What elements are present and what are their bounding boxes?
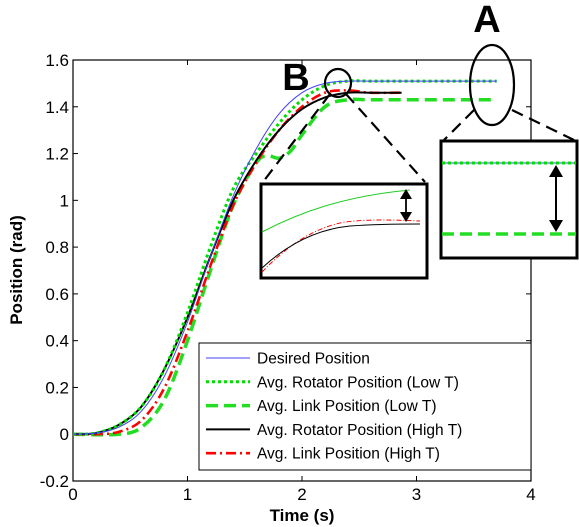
- callout-ellipse-a: [468, 43, 516, 127]
- x-tick-label: 1: [183, 485, 192, 504]
- inset-b-arrow-down: [400, 212, 412, 222]
- leader-b-right: [345, 93, 426, 183]
- inset-a-arrow-down: [549, 220, 563, 232]
- legend-label-1: Avg. Rotator Position (Low T): [257, 374, 459, 391]
- inset-b-arrow-up: [400, 189, 412, 199]
- inset-b-red-curve: [261, 219, 421, 273]
- inset-a: [439, 139, 579, 260]
- y-tick-label: 1: [60, 191, 69, 210]
- callout-label-b: B: [282, 57, 309, 99]
- x-axis-ticks: 0 1 2 3 4: [68, 60, 536, 504]
- inset-a-frame: [439, 139, 579, 260]
- inset-b-black-curve: [261, 223, 421, 269]
- x-axis-title: Time (s): [270, 506, 335, 525]
- y-tick-label: -0.2: [40, 472, 69, 491]
- callout-ellipse-b: [323, 67, 353, 99]
- series-group: [73, 79, 497, 437]
- legend-label-3: Avg. Rotator Position (High T): [257, 422, 462, 439]
- inset-b-green-curve: [261, 189, 411, 233]
- x-tick-label: 3: [412, 485, 421, 504]
- x-tick-label: 4: [526, 485, 535, 504]
- y-tick-label: 0: [60, 425, 69, 444]
- inset-b-frame: [259, 182, 429, 280]
- legend-box: [198, 342, 532, 471]
- series-line-0: [73, 80, 497, 435]
- y-tick-label: 1.2: [45, 145, 69, 164]
- series-line-2: [73, 97, 497, 437]
- y-tick-label: 0.2: [45, 378, 69, 397]
- legend: Desired Position Avg. Rotator Position (L…: [198, 342, 532, 471]
- x-tick-label: 0: [68, 485, 77, 504]
- y-tick-label: 1.4: [45, 98, 69, 117]
- legend-label-4: Avg. Link Position (High T): [257, 446, 440, 463]
- inset-a-arrow-up: [549, 165, 563, 177]
- y-tick-label: 1.6: [45, 51, 69, 70]
- inset-b: [259, 182, 429, 280]
- y-axis-ticks: -0.2 0 0.2 0.4 0.6 0.8 1 1.2 1.4 1.6: [40, 51, 531, 491]
- y-tick-label: 0.4: [45, 332, 69, 351]
- leader-a-right: [511, 109, 575, 141]
- legend-label-0: Desired Position: [257, 351, 370, 368]
- x-tick-label: 2: [297, 485, 306, 504]
- legend-label-2: Avg. Link Position (Low T): [257, 398, 436, 415]
- callout-label-a: A: [473, 0, 500, 41]
- leader-a-left: [443, 109, 475, 141]
- series-line-4: [73, 89, 402, 436]
- y-tick-label: 0.8: [45, 238, 69, 257]
- y-axis-title: Position (rad): [7, 215, 26, 325]
- y-tick-label: 0.6: [45, 285, 69, 304]
